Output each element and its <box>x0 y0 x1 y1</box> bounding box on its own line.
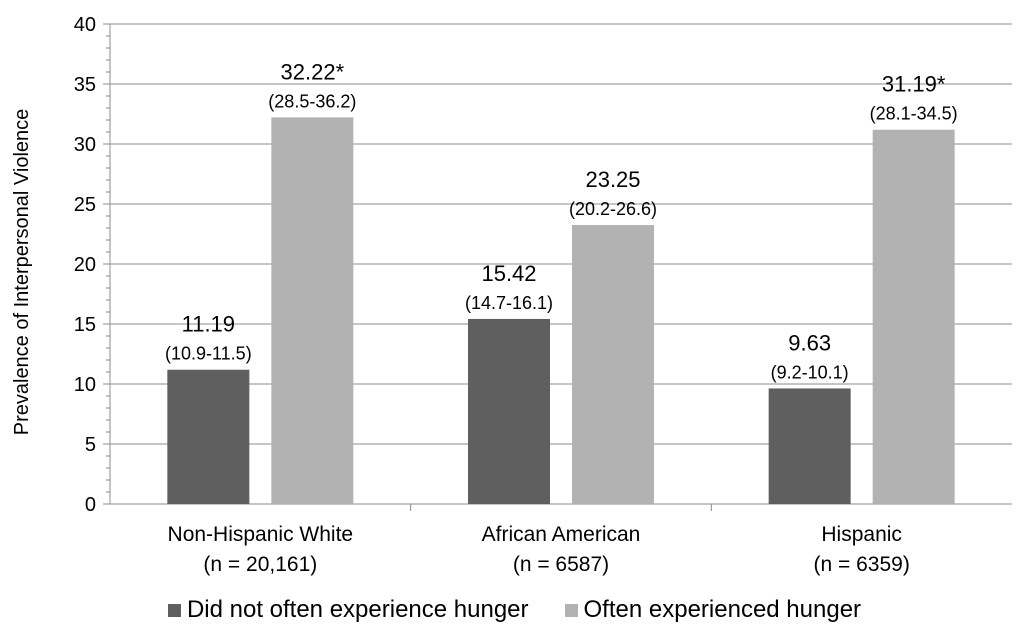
bar-series-2 <box>872 129 955 504</box>
bar-ci-label: (14.7-16.1) <box>465 293 553 313</box>
y-tick-label: 20 <box>74 254 96 276</box>
legend: Did not often experience hunger Often ex… <box>0 590 1029 630</box>
bar-value-label: 31.19* <box>882 72 946 97</box>
bar-ci-label: (9.2-10.1) <box>771 362 849 382</box>
legend-swatch-series-1 <box>167 603 181 617</box>
y-tick-label: 35 <box>74 74 96 96</box>
x-category-label: Hispanic <box>821 523 902 546</box>
y-tick-label: 10 <box>74 374 96 396</box>
x-category-label: African American <box>482 523 641 546</box>
legend-label-series-2: Often experienced hunger <box>583 596 862 623</box>
y-tick-label: 15 <box>74 314 96 336</box>
bar-value-label: 11.19 <box>182 312 235 337</box>
x-category-n-label: (n = 20,161) <box>203 553 317 576</box>
bar-ci-label: (20.2-26.6) <box>569 199 657 219</box>
bar-value-label: 9.63 <box>788 330 831 355</box>
legend-label-series-1: Did not often experience hunger <box>186 596 529 623</box>
legend-item-series-2: Often experienced hunger <box>564 596 862 624</box>
y-tick-label: 30 <box>74 134 96 156</box>
bar-ci-label: (10.9-11.5) <box>165 344 252 364</box>
y-tick-label: 5 <box>85 434 96 456</box>
bar-series-2 <box>271 117 354 505</box>
bar-series-2 <box>572 225 654 504</box>
legend-item-series-1: Did not often experience hunger <box>167 596 529 624</box>
y-tick-label: 0 <box>85 494 96 516</box>
y-tick-label: 40 <box>74 14 96 36</box>
bar-ci-label: (28.5-36.2) <box>268 91 356 111</box>
legend-swatch-series-2 <box>564 603 578 617</box>
x-category-n-label: (n = 6587) <box>513 553 609 576</box>
x-category-label: Non-Hispanic White <box>168 523 354 546</box>
y-axis-title: Prevalence of Interpersonal Violence <box>11 109 33 436</box>
bar-value-label: 32.22* <box>281 59 345 84</box>
y-tick-label: 25 <box>74 194 96 216</box>
x-category-n-label: (n = 6359) <box>814 553 910 576</box>
bar-value-label: 15.42 <box>481 261 536 286</box>
bar-series-1 <box>468 318 550 504</box>
bar-series-1 <box>768 388 851 504</box>
bar-ci-label: (28.1-34.5) <box>870 104 958 124</box>
bar-value-label: 23.25 <box>585 167 640 192</box>
bar-series-1 <box>167 369 250 504</box>
